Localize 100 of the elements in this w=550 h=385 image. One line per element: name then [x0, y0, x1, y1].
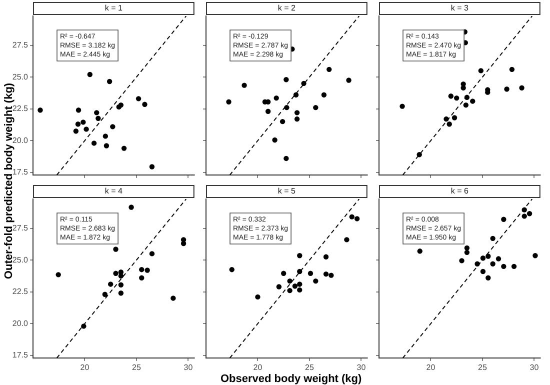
point [293, 92, 299, 98]
point [276, 284, 282, 290]
point [292, 284, 298, 289]
point [308, 270, 314, 276]
point [344, 237, 350, 242]
point [464, 94, 470, 100]
x-tick-label: 20 [253, 363, 263, 372]
point [106, 78, 112, 84]
point [139, 275, 144, 280]
point [328, 272, 334, 278]
point [446, 122, 452, 127]
y-tick-label: 17.5 [12, 168, 29, 177]
point [142, 102, 148, 108]
point [144, 268, 150, 273]
point [294, 110, 300, 116]
point [313, 104, 318, 110]
chart-title: k = 4 [104, 186, 124, 196]
point [280, 270, 286, 276]
point [96, 116, 101, 121]
point [118, 282, 124, 288]
point [486, 275, 491, 280]
point [354, 216, 360, 222]
x-tick-label: 20 [80, 363, 90, 372]
point [459, 258, 464, 264]
point [474, 261, 480, 266]
point [104, 143, 110, 148]
y-tick-label: 20.0 [12, 318, 29, 328]
point [346, 78, 352, 83]
x-tick-label: 30 [184, 363, 194, 372]
point [321, 92, 327, 98]
point [284, 104, 290, 110]
chart-title: k = 3 [450, 4, 470, 13]
point [416, 152, 422, 158]
y-tick-label: 22.5 [12, 287, 29, 296]
chart-title: k = 1 [104, 4, 124, 13]
y-tick-label: 27.5 [12, 40, 29, 50]
point [490, 261, 496, 266]
point [280, 118, 286, 124]
point [287, 278, 292, 284]
point [255, 294, 260, 300]
point [463, 102, 469, 108]
point [297, 268, 302, 274]
point [287, 288, 292, 294]
point [504, 86, 510, 92]
point [452, 115, 458, 120]
point [511, 264, 517, 270]
point [526, 211, 532, 216]
point [80, 120, 86, 125]
point [272, 137, 278, 143]
point [229, 266, 234, 272]
point [242, 82, 247, 88]
y-tick-label: 25.0 [12, 72, 29, 82]
point [128, 204, 134, 210]
point [313, 278, 318, 284]
point [110, 124, 116, 130]
point [274, 95, 279, 101]
point [480, 256, 486, 261]
y-tick-label: 17.5 [12, 350, 29, 360]
point [294, 116, 300, 122]
x-axis-title: Observed body weight (kg) [220, 373, 362, 385]
x-tick-label: 25 [132, 363, 142, 372]
point [91, 140, 97, 146]
y-tick-label: 25.0 [12, 255, 29, 264]
point [265, 108, 271, 114]
point [532, 253, 538, 258]
point [323, 254, 329, 260]
point [136, 96, 142, 102]
x-tick-label: 20 [426, 363, 436, 372]
point [149, 251, 155, 256]
chart-title: k = 5 [278, 186, 296, 196]
point [478, 68, 484, 74]
point [522, 207, 527, 212]
point [297, 287, 302, 293]
chart-title: k = 6 [450, 186, 470, 196]
point [490, 236, 496, 242]
point [102, 134, 108, 139]
point [84, 126, 89, 132]
point [501, 216, 506, 222]
x-tick-label: 25 [478, 363, 488, 372]
point [139, 266, 144, 272]
point [297, 253, 302, 258]
y-tick-label: 22.5 [12, 104, 29, 114]
x-tick-label: 30 [356, 363, 366, 372]
point [486, 254, 491, 259]
point [448, 94, 454, 99]
point [301, 80, 306, 86]
point [464, 250, 470, 256]
point [113, 270, 118, 276]
point [470, 98, 476, 104]
point [522, 214, 527, 219]
point [496, 256, 502, 262]
point [400, 104, 405, 109]
y-tick-label: 20.0 [12, 136, 29, 145]
point [170, 296, 176, 301]
point [94, 110, 100, 116]
point [76, 108, 82, 113]
point [102, 292, 108, 297]
point [349, 214, 354, 220]
point [81, 324, 86, 329]
point [454, 95, 460, 101]
